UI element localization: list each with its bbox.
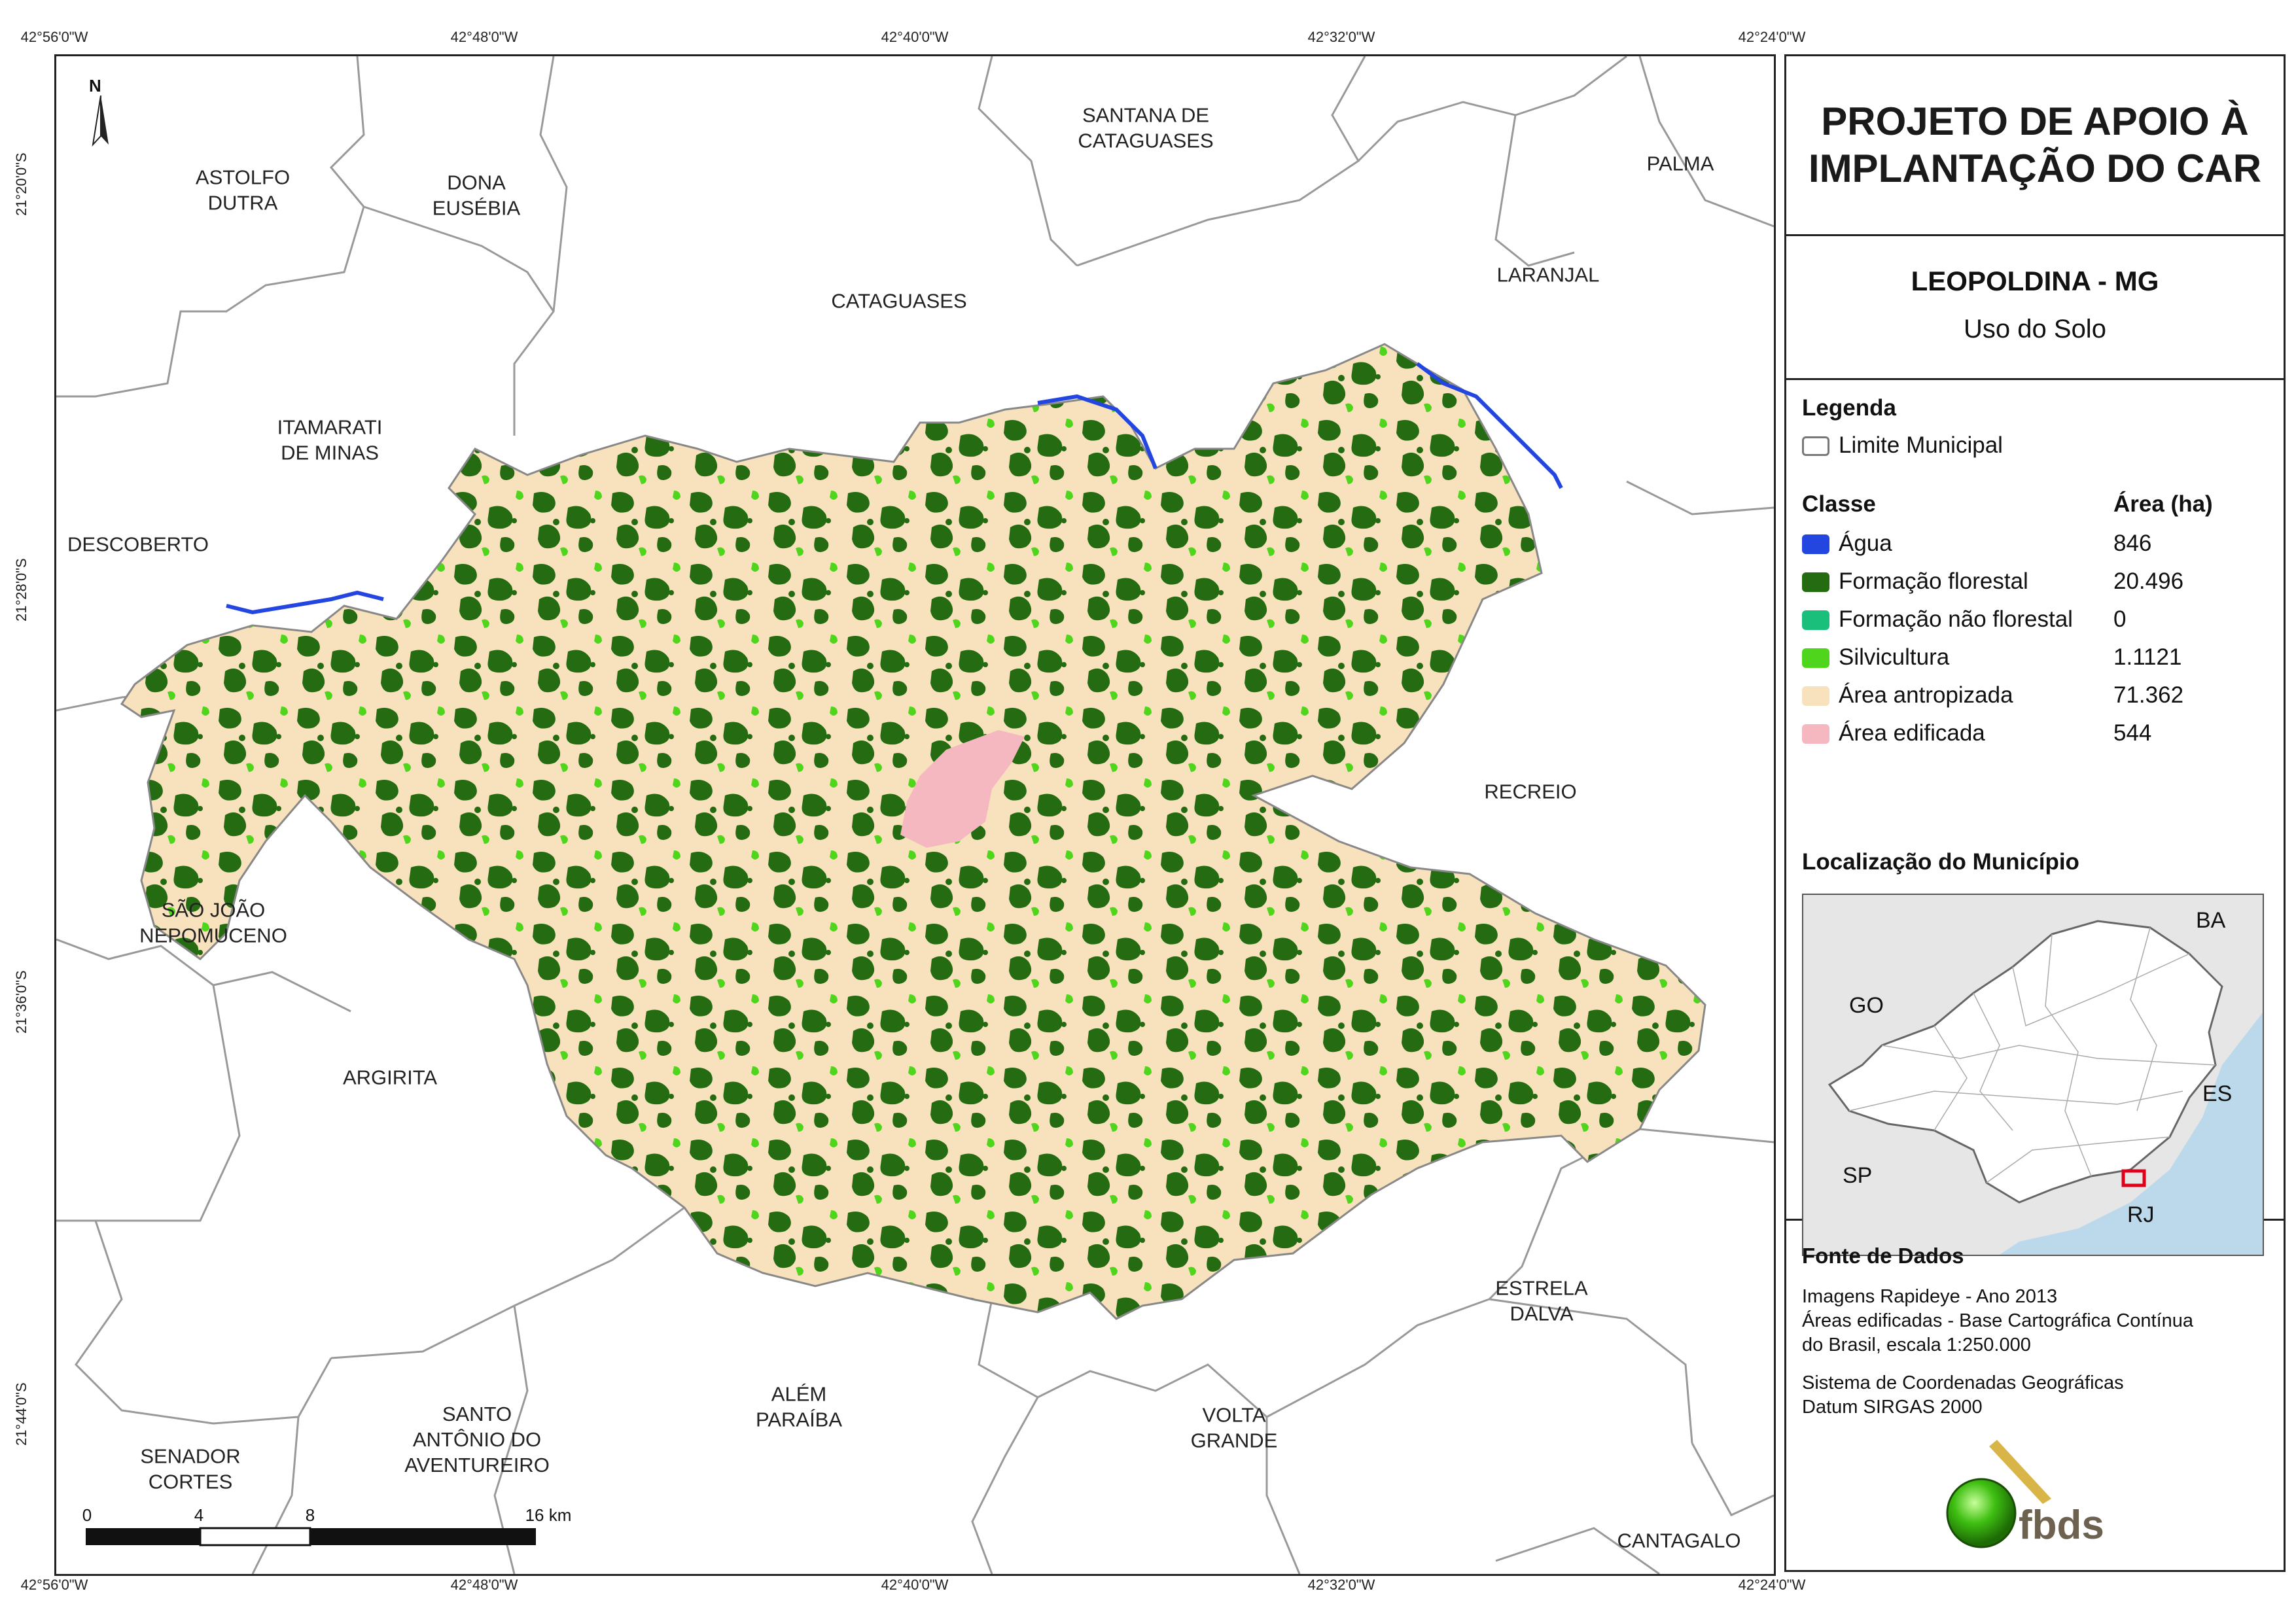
sources-box: Fonte de Dados Imagens Rapideye - Ano 20… [1786,1221,2284,1574]
label-laranjal: LARANJAL [1496,263,1600,287]
coord-bottom-2: 42°48'0"W [450,1577,518,1593]
boundary-label: Limite Municipal [1839,432,2003,458]
label-dona-eusebia: DONA EUSÉBIA [432,171,521,219]
class-name: Área antropizada [1839,682,2013,708]
river-west [226,590,384,615]
land-use-map [56,56,1774,1574]
river-north [1416,362,1563,489]
coord-bottom-1: 42°56'0"W [20,1577,88,1593]
label-descoberto: DESCOBERTO [67,532,209,556]
coord-top-2: 42°48'0"W [450,29,518,45]
coord-left-1: 21°20'0"S [13,152,29,216]
river-northcentral [1037,394,1157,470]
label-estrela-dalva: ESTRELA DALVA [1495,1276,1588,1325]
scale-bar [86,1527,536,1546]
label-recreio: RECREIO [1484,780,1577,803]
project-title: PROJETO DE APOIO À IMPLANTAÇÃO DO CAR [1808,99,2262,190]
boundary-swatch [1802,436,1829,456]
coord-bottom-4: 42°32'0"W [1307,1577,1375,1593]
label-volta-grande: VOLTA GRANDE [1190,1403,1278,1452]
scale-tick-16: 16 km [525,1505,572,1525]
inset-label-ba: BA [2196,908,2226,933]
inset-label-rj: RJ [2127,1202,2155,1227]
urban-area [900,730,1025,848]
coord-top-3: 42°40'0"W [881,29,949,45]
municipality-name: LEOPOLDINA - MG [1911,266,2159,296]
north-arrow-icon [92,95,109,147]
coord-bottom-3: 42°40'0"W [881,1577,949,1593]
label-argirita: ARGIRITA [342,1066,438,1089]
coord-left-3: 21°36'0"S [13,970,29,1034]
label-cantagalo: CANTAGALO [1617,1529,1741,1552]
label-cataguases: CATAGUASES [831,289,967,313]
source-line-3: do Brasil, escala 1:250.000 [1802,1335,2031,1355]
class-name: Água [1839,531,1892,556]
class-name: Área edificada [1839,720,1985,746]
class-area: 20.496 [2113,568,2184,594]
location-inset-map: BA GO ES SP RJ [1802,894,2264,1256]
fbds-logo: fbds [1943,1433,2140,1551]
leopoldina-marker [2121,1169,2146,1187]
logo-icon [1946,1440,2051,1548]
map-frame[interactable]: N 0 4 8 16 km ASTOLFO DUTRA DONA EUSÉBIA… [54,54,1776,1576]
label-santana-de-cataguases: SANTANA DE CATAGUASES [1078,103,1214,152]
sources-title: Fonte de Dados [1802,1244,1964,1268]
north-label: N [89,76,101,96]
source-line-1: Imagens Rapideye - Ano 2013 [1802,1286,2058,1307]
inset-label-sp: SP [1843,1163,1873,1188]
coord-left-4: 21°44'0"S [13,1382,29,1446]
source-line-2: Áreas edificadas - Base Cartográfica Con… [1802,1310,2194,1331]
scale-tick-4: 4 [194,1505,204,1525]
ocean [2000,1013,2263,1255]
class-area: 544 [2113,720,2152,746]
coord-bottom-5: 42°24'0"W [1738,1577,1806,1593]
label-palma: PALMA [1646,152,1714,175]
class-area: 846 [2113,531,2152,556]
scale-tick-8: 8 [305,1505,315,1525]
class-swatch [1802,724,1829,744]
crs-line-2: Datum SIRGAS 2000 [1802,1397,1983,1418]
label-sao-joao-nepomuceno: SÃO JOÃO NEPOMUCENO [139,898,287,947]
class-area: 1.1121 [2113,644,2182,670]
side-panel: PROJETO DE APOIO À IMPLANTAÇÃO DO CAR LE… [1784,54,2286,1572]
class-name: Silvicultura [1839,644,1950,670]
coord-top-4: 42°32'0"W [1307,29,1375,45]
logo-text: fbds [2019,1503,2104,1548]
class-swatch [1802,534,1829,554]
coord-top-5: 42°24'0"W [1738,29,1806,45]
class-swatch [1802,648,1829,668]
map-subject: Uso do Solo [1964,315,2106,343]
inset-label-es: ES [2202,1081,2233,1106]
class-swatch [1802,610,1829,630]
inset-map-svg [1803,895,2263,1255]
label-itamarati-de-minas: ITAMARATI DE MINAS [277,415,383,464]
label-senador-cortes: SENADOR CORTES [140,1444,241,1493]
scale-tick-0: 0 [82,1505,92,1525]
location-title: Localização do Município [1802,849,2079,875]
label-astolfo-dutra: ASTOLFO DUTRA [195,166,291,214]
legend-box: Legenda Limite Municipal Classe Área (ha… [1786,380,2284,1256]
title-box: PROJETO DE APOIO À IMPLANTAÇÃO DO CAR [1786,56,2284,236]
class-swatch [1802,572,1829,592]
inset-label-go: GO [1849,993,1884,1018]
crs-line-1: Sistema de Coordenadas Geográficas [1802,1372,2124,1393]
label-santo-antonio-do-aventureiro: SANTO ANTÔNIO DO AVENTUREIRO [404,1402,550,1476]
class-area: 71.362 [2113,682,2184,708]
coord-left-2: 21°28'0"S [13,558,29,621]
class-name: Formação não florestal [1839,606,2073,632]
class-header: Classe [1802,491,1876,517]
class-name: Formação florestal [1839,568,2028,594]
label-alem-paraiba: ALÉM PARAÍBA [755,1382,843,1431]
class-swatch [1802,686,1829,706]
subtitle-box: LEOPOLDINA - MG Uso do Solo [1786,236,2284,380]
class-area: 0 [2113,606,2127,632]
area-header: Área (ha) [2113,491,2213,517]
coord-top-1: 42°56'0"W [20,29,88,45]
legend-title: Legenda [1802,395,1896,421]
